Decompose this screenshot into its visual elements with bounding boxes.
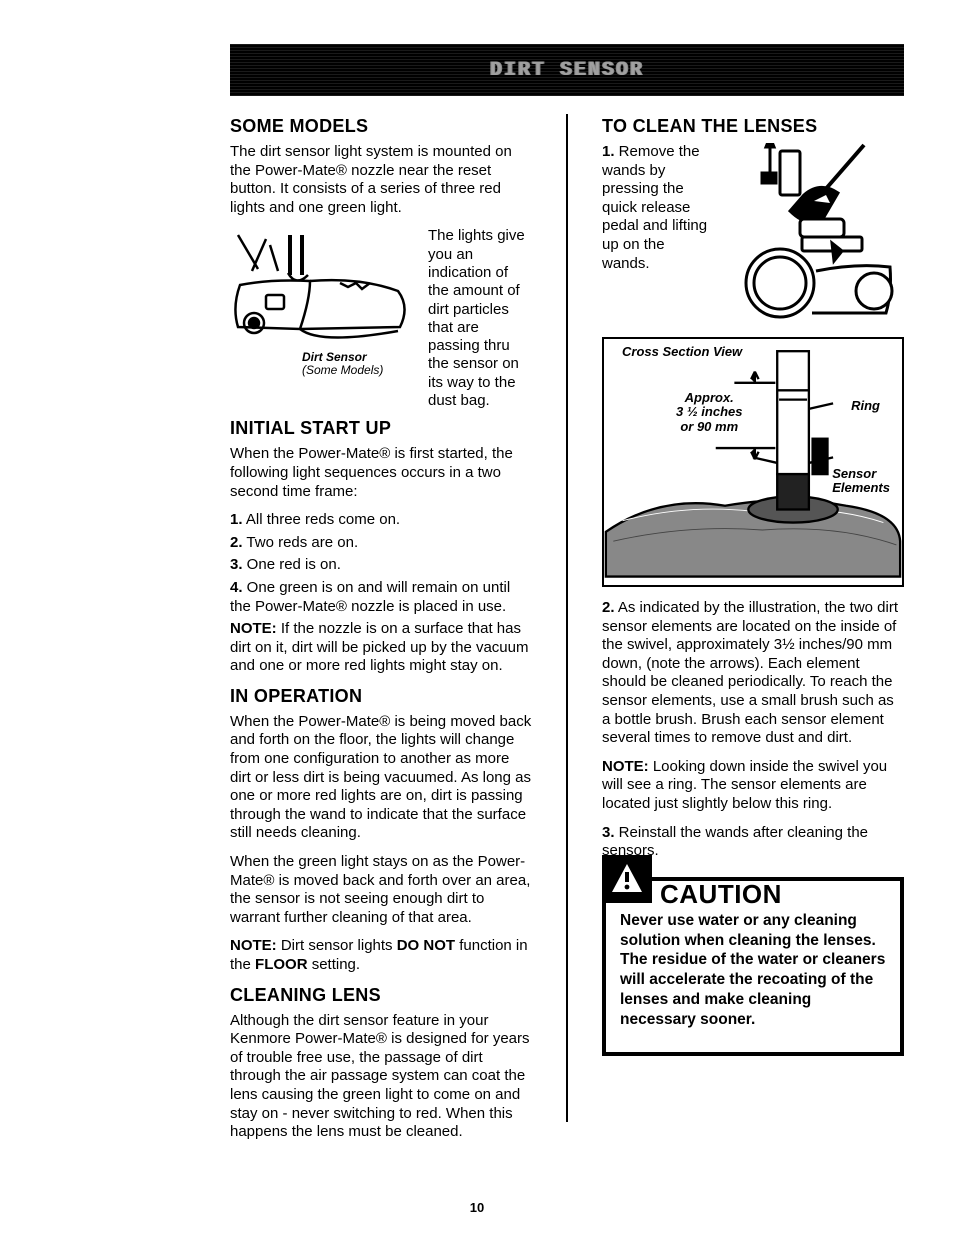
list-item: 1. All three reds come on. — [230, 511, 532, 530]
banner-title: DIRT SENSOR — [490, 59, 644, 82]
list-item: 2. Two reds are on. — [230, 534, 532, 553]
heading-to-clean-lenses: TO CLEAN THE LENSES — [602, 116, 904, 137]
heading-cleaning-lens: CLEANING LENS — [230, 985, 532, 1006]
para-cleaning-lens: Although the dirt sensor feature in your… — [230, 1012, 532, 1142]
left-column: SOME MODELS The dirt sensor light system… — [230, 108, 532, 1152]
wand-removal-illustration — [724, 143, 904, 323]
cross-section-illustration: Cross Section View Approx. 3 ½ inches or… — [602, 337, 904, 587]
dirt-sensor-illustration: Dirt Sensor (Some Models) — [230, 227, 418, 377]
fig3-approx-label: Approx. 3 ½ inches or 90 mm — [676, 391, 742, 434]
fig1-cap-line2: (Some Models) — [302, 364, 383, 377]
caution-box: CAUTION Never use water or any cleaning … — [602, 877, 904, 1056]
manual-page: DIRT SENSOR SOME MODELS The dirt sensor … — [0, 0, 954, 1182]
note-ring: NOTE: Looking down inside the swivel you… — [602, 758, 904, 814]
list-item: 3. One red is on. — [230, 556, 532, 575]
para-some-models: The dirt sensor light system is mounted … — [230, 143, 532, 217]
startup-sequence-list: 1. All three reds come on. 2. Two reds a… — [230, 511, 532, 616]
para-initial-startup: When the Power-Mate® is first started, t… — [230, 445, 532, 501]
para-lights-indication: The lights give you an indication of the… — [428, 227, 532, 410]
fig3-sensor-label: Sensor Elements — [832, 467, 890, 496]
column-divider — [566, 114, 568, 1122]
fig1-caption: Dirt Sensor (Some Models) — [302, 351, 383, 377]
two-column-layout: SOME MODELS The dirt sensor light system… — [230, 108, 904, 1152]
heading-some-models: SOME MODELS — [230, 116, 532, 137]
para-operation-1: When the Power-Mate® is being moved back… — [230, 713, 532, 843]
note-floor-setting: NOTE: Dirt sensor lights DO NOT function… — [230, 937, 532, 974]
caution-header: CAUTION — [602, 855, 792, 903]
step2-text: 2. As indicated by the illustration, the… — [602, 599, 904, 748]
para-operation-2: When the green light stays on as the Pow… — [230, 853, 532, 927]
warning-icon — [602, 855, 652, 903]
step1-text: 1. Remove the wands by pressing the quic… — [602, 143, 714, 313]
figure-row: Dirt Sensor (Some Models) The lights giv… — [230, 227, 532, 410]
section-banner: DIRT SENSOR — [230, 44, 904, 96]
heading-in-operation: IN OPERATION — [230, 686, 532, 707]
caution-title: CAUTION — [652, 881, 792, 907]
list-item: 4. One green is on and will remain on un… — [230, 579, 532, 616]
caution-body: Never use water or any cleaning solution… — [620, 911, 886, 1030]
fig3-ring-label: Ring — [851, 399, 880, 413]
right-column: TO CLEAN THE LENSES 1. Remove the wands … — [602, 108, 904, 1152]
note-nozzle-surface: NOTE: If the nozzle is on a surface that… — [230, 620, 532, 676]
step1-row: 1. Remove the wands by pressing the quic… — [602, 143, 904, 323]
fig3-cross-section-label: Cross Section View — [622, 345, 742, 359]
heading-initial-startup: INITIAL START UP — [230, 418, 532, 439]
page-number: 10 — [0, 1200, 954, 1215]
